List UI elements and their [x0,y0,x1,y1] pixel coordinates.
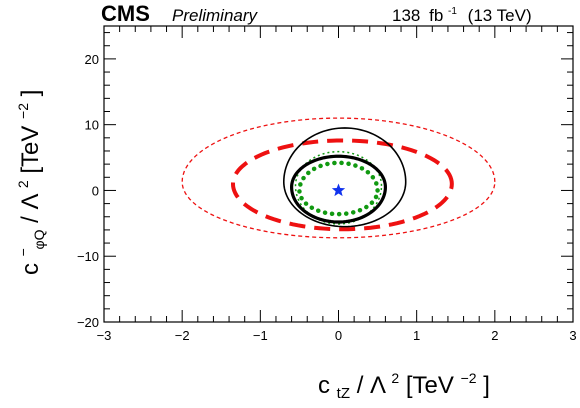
lumi-label: 138 fb -1 (13 TeV) [392,0,532,25]
lumi-unit-exp: -1 [448,6,457,17]
y-tick-label: 0 [92,183,99,198]
best-fit-star-icon [331,183,346,197]
y-tick-label: −10 [77,249,99,264]
x-tick-label: 3 [569,328,576,343]
x-tick-label: 2 [491,328,498,343]
cms-label: CMS [101,1,150,26]
contour-green-thin-dotted [294,150,383,225]
y-title-main: c [17,263,44,275]
y-title-sub: φQ [31,229,47,249]
y-title-tail-exp: 2 [15,180,31,188]
preliminary-label: Preliminary [172,6,259,25]
y-axis-ticks: −20 −10 0 10 20 [77,32,573,330]
contour-black-thin-solid [282,127,407,228]
x-title-tail-exp: 2 [391,370,399,386]
x-tick-label: 1 [413,328,420,343]
y-tick-label: 10 [85,118,99,133]
x-title-sub: tZ [337,385,350,402]
x-unit-close: ] [483,372,490,399]
y-tick-label: −20 [77,315,99,330]
x-unit: [TeV [406,372,454,399]
contour-black-thick-solid [289,154,388,224]
x-unit-exp: −2 [461,370,477,386]
y-title-sup: − [15,248,31,256]
energy-label: (13 TeV) [468,6,532,25]
contour-green-thick-dotted [297,160,380,217]
contour-red-thin-dashed [181,117,496,239]
x-title-main: c [318,372,330,399]
y-title-tail: / Λ [17,193,44,222]
y-unit-exp: −2 [15,103,31,119]
lumi-value: 138 [392,6,420,25]
x-tick-label: −1 [253,328,268,343]
contour-red-thick-dashed [230,138,454,232]
y-unit: [TeV [17,126,44,174]
lumi-unit: fb [429,6,443,25]
plot-frame [103,25,574,323]
y-unit-close: ] [17,90,44,97]
best-fit-layer [331,183,346,197]
x-tick-label: 0 [335,328,342,343]
y-axis-title: c − φQ / Λ 2 [TeV −2 ] [7,90,50,275]
x-axis-title: c tZ / Λ 2 [TeV −2 ] [318,362,490,404]
y-tick-label: 20 [85,52,99,67]
x-axis-ticks: −3 −2 −1 0 1 2 3 [97,26,577,343]
contours [181,117,496,239]
x-tick-label: −3 [97,328,112,343]
x-title-tail: / Λ [357,372,386,399]
x-tick-label: −2 [175,328,190,343]
